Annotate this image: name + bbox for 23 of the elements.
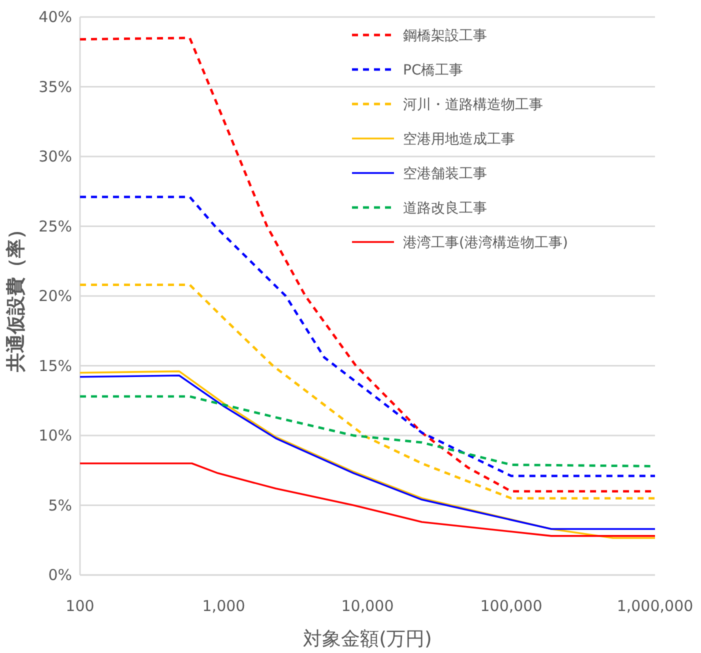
legend-label: 河川・道路構造物工事: [403, 97, 543, 113]
legend-label: 港湾工事(港湾構造物工事): [403, 235, 568, 251]
y-tick-label: 40%: [38, 8, 72, 26]
x-tick-label: 1,000,000: [616, 597, 694, 615]
legend-label: PC橋工事: [403, 62, 464, 78]
y-tick-label: 0%: [48, 566, 72, 584]
y-tick-label: 20%: [38, 287, 72, 305]
legend-label: 鋼橋架設工事: [403, 28, 487, 44]
x-tick-label: 100,000: [480, 597, 542, 615]
x-axis-title: 対象金額(万円): [303, 628, 432, 650]
y-tick-label: 25%: [38, 217, 72, 236]
legend-label: 道路改良工事: [403, 200, 487, 216]
x-tick-label: 1,000: [202, 597, 246, 615]
x-tick-label: 10,000: [341, 597, 394, 615]
y-tick-label: 30%: [38, 148, 72, 166]
y-tick-label: 15%: [38, 356, 72, 375]
legend-label: 空港用地造成工事: [403, 132, 515, 148]
y-tick-label: 5%: [48, 496, 72, 514]
legend-label: 空港舗装工事: [403, 166, 487, 182]
x-tick-label: 100: [66, 597, 94, 615]
y-tick-label: 10%: [38, 426, 72, 444]
y-axis-title: 共通仮設費（率）: [5, 220, 27, 373]
y-tick-label: 35%: [38, 78, 72, 96]
